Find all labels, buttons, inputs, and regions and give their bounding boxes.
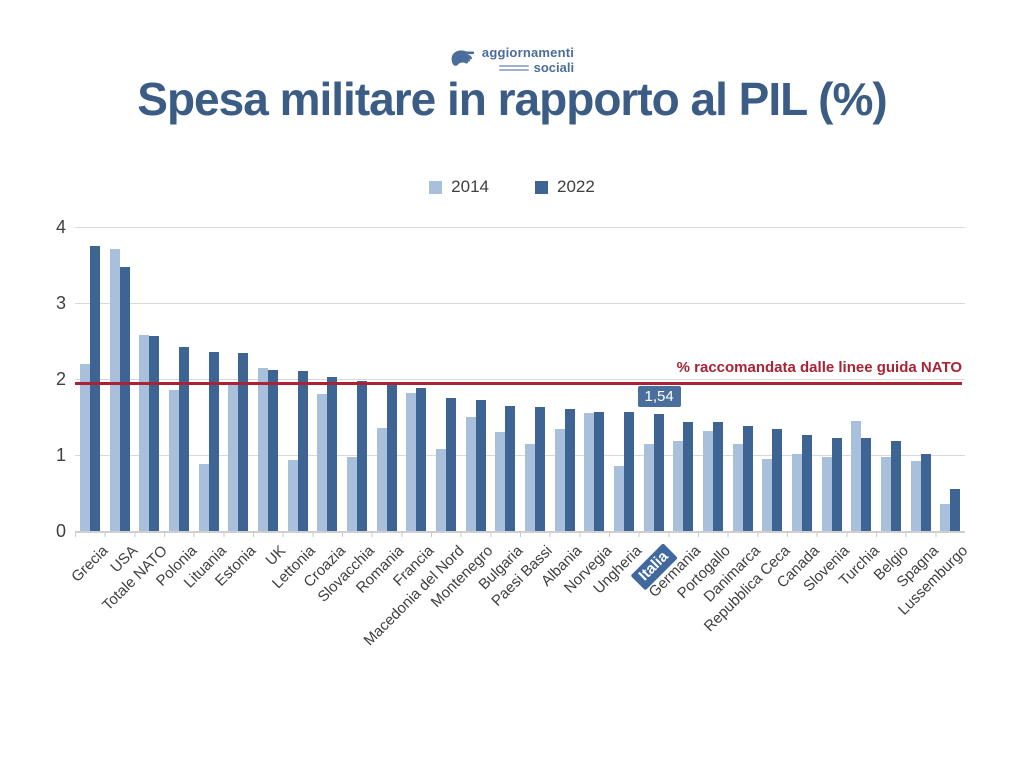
bar-2022-Paesi Bassi (534, 407, 545, 531)
bar-2014-Portogallo (702, 431, 713, 531)
gridline-1 (75, 455, 965, 456)
bar-2022-Macedonia del Nord (445, 398, 456, 531)
bar-2022-Norvegia (594, 411, 605, 531)
bar-2014-Danimarca (732, 443, 743, 531)
bar-2014-Totale NATO (139, 334, 150, 531)
x-axis-line (75, 531, 965, 533)
bar-2014-Albania (554, 429, 565, 531)
bar-2014-Lettonia (287, 459, 298, 531)
logo-hand-icon (450, 46, 476, 75)
italia-value-label: 1,54 (637, 386, 681, 407)
bar-2014-Canada (791, 454, 802, 531)
nato-reference-label: % raccomandata dalle linee guida NATO (676, 358, 962, 376)
x-axis-ticks (75, 533, 965, 537)
bar-2022-Estonia (238, 353, 249, 531)
legend-label-2022: 2022 (557, 177, 595, 196)
bar-2022-Slovenia (831, 438, 842, 531)
bar-2022-Germania (683, 421, 694, 531)
y-axis-tick-2: 2 (55, 369, 66, 389)
bar-2014-Grecia (79, 363, 90, 531)
page-title: Spesa militare in rapporto al PIL (%) (137, 73, 887, 125)
bar-2022-Canada (801, 434, 812, 531)
bar-2014-Ungheria (613, 465, 624, 531)
bar-2014-Romania (376, 428, 387, 531)
logo-text: aggiornamenti sociali (482, 46, 574, 74)
bar-2014-Paesi Bassi (524, 443, 535, 531)
legend-item-2014: 2014 (429, 177, 489, 197)
bar-2022-Albania (564, 408, 575, 531)
legend-swatch-2022 (535, 180, 548, 194)
bar-2014-Croazia (317, 394, 328, 531)
bar-2022-UK (267, 369, 278, 531)
bar-2014-Slovenia (821, 457, 832, 531)
bar-2014-Estonia (228, 384, 239, 531)
bar-2014-Lituania (198, 464, 209, 531)
bar-2022-Grecia (89, 246, 100, 531)
bar-2022-Ungheria (623, 412, 634, 531)
bar-2014-Polonia (168, 390, 179, 531)
bar-2022-Croazia (327, 376, 338, 531)
bar-2022-Lituania (208, 351, 219, 531)
bar-2022-Turchia (861, 438, 872, 531)
legend-swatch-2014 (429, 180, 443, 194)
bar-2014-Slovacchia (346, 456, 357, 531)
logo-tagline-lines (498, 64, 529, 71)
bar-2014-UK (257, 368, 268, 531)
nato-reference-line (75, 381, 962, 385)
bar-2014-Germania (673, 441, 684, 531)
bar-2014-Francia (406, 392, 417, 531)
legend-item-2022: 2022 (535, 177, 595, 197)
bar-2014-Spagna (910, 461, 921, 531)
chart-legend: 2014 2022 (0, 177, 1024, 197)
bar-2022-Slovacchia (356, 380, 367, 531)
bar-2014-USA (109, 249, 120, 531)
bar-2022-Romania (386, 382, 397, 531)
bar-2022-Repubblica Ceca (772, 429, 783, 531)
bar-2014-Lussemburgo (940, 503, 951, 531)
bar-2022-Montenegro (475, 400, 486, 531)
gridline-4 (75, 227, 965, 228)
bar-2014-Montenegro (465, 417, 476, 531)
bar-2014-Italia (643, 444, 654, 531)
legend-label-2014: 2014 (451, 177, 489, 196)
bar-2022-Portogallo (712, 422, 723, 531)
bar-2014-Repubblica Ceca (762, 458, 773, 531)
bar-2014-Belgio (880, 457, 891, 531)
bar-2014-Norvegia (584, 413, 595, 531)
bar-2022-Francia (416, 388, 427, 531)
bar-2022-Italia (653, 414, 664, 531)
bar-2014-Turchia (851, 420, 862, 531)
bar-2022-Lettonia (297, 371, 308, 531)
bar-2022-Polonia (178, 347, 189, 531)
y-axis-tick-4: 4 (55, 217, 66, 237)
gridline-2 (75, 379, 965, 380)
logo: aggiornamenti sociali (0, 46, 1024, 75)
bar-2022-Lussemburgo (950, 489, 961, 531)
bar-2022-Belgio (890, 441, 901, 531)
y-axis-tick-0: 0 (55, 521, 66, 541)
logo-line2: sociali (533, 60, 575, 75)
bar-2022-Bulgaria (505, 405, 516, 531)
x-axis-label-Grecia: Grecia (67, 542, 112, 586)
bar-2022-Spagna (920, 454, 931, 531)
bar-2022-Danimarca (742, 426, 753, 531)
logo-line1: aggiornamenti (481, 45, 575, 60)
bar-2022-Totale NATO (149, 335, 160, 531)
bar-2014-Bulgaria (495, 432, 506, 531)
y-axis-tick-1: 1 (55, 445, 66, 465)
bar-2022-USA (119, 267, 130, 531)
bar-2014-Macedonia del Nord (435, 448, 446, 531)
y-axis-tick-3: 3 (55, 293, 66, 313)
gridline-3 (75, 303, 965, 304)
